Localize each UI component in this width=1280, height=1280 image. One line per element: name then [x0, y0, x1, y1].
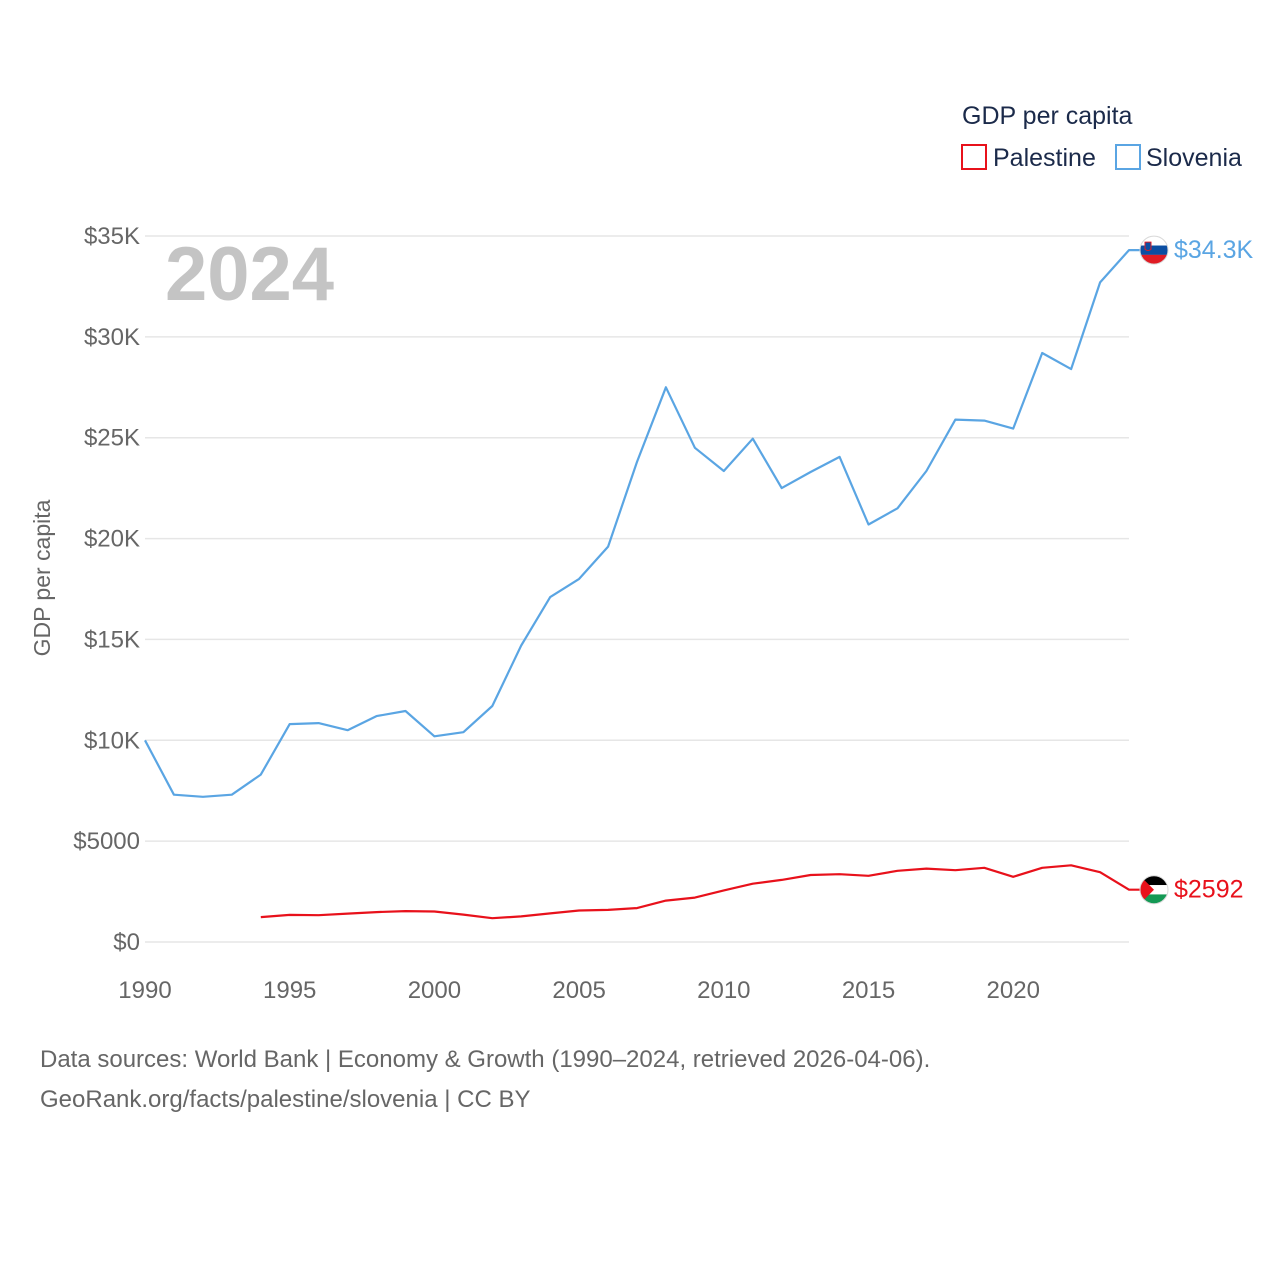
legend-swatch-palestine[interactable] — [961, 144, 987, 170]
x-tick-label: 1995 — [263, 977, 316, 1004]
x-axis-ticks: 1990 1995 2000 2005 2010 2015 2020 — [118, 977, 1040, 1004]
palestine-flag-icon — [1139, 875, 1169, 905]
footer: Data sources: World Bank | Economy & Gro… — [40, 1040, 930, 1120]
y-tick-label: $25K — [84, 425, 140, 452]
end-label-palestine: $2592 — [1174, 876, 1244, 904]
y-tick-label: $30K — [84, 324, 140, 351]
y-tick-label: $10K — [84, 727, 140, 754]
y-tick-label: $0 — [113, 929, 140, 956]
y-axis-ticks: $0 $5000 $10K $15K $20K $25K $30K $35K — [73, 223, 140, 956]
legend-label-slovenia[interactable]: Slovenia — [1146, 144, 1242, 172]
x-tick-label: 2015 — [842, 977, 895, 1004]
y-axis-title: GDP per capita — [29, 499, 55, 656]
series-lines — [144, 249, 1140, 920]
y-tick-label: $15K — [84, 626, 140, 653]
x-tick-label: 1990 — [118, 977, 171, 1004]
series-line-palestine[interactable] — [260, 864, 1140, 920]
y-tick-label: $20K — [84, 526, 140, 553]
slovenia-flag-icon — [1139, 235, 1169, 265]
data-sources-text: Data sources: World Bank | Economy & Gro… — [40, 1046, 931, 1073]
x-tick-label: 2020 — [987, 977, 1040, 1004]
end-label-slovenia: $34.3K — [1174, 236, 1254, 264]
legend-swatch-slovenia[interactable] — [1115, 144, 1141, 170]
x-tick-label: 2000 — [408, 977, 461, 1004]
legend: GDP per capita Palestine Slovenia — [961, 102, 1242, 172]
y-tick-label: $5000 — [73, 828, 140, 855]
x-tick-label: 2005 — [552, 977, 605, 1004]
legend-label-palestine[interactable]: Palestine — [993, 144, 1096, 172]
x-tick-label: 2010 — [697, 977, 750, 1004]
credit-link[interactable]: GeoRank.org/facts/palestine/slovenia | C… — [40, 1086, 531, 1113]
gridlines — [145, 235, 1129, 943]
legend-title: GDP per capita — [962, 102, 1133, 130]
year-label: 2024 — [165, 232, 334, 317]
series-line-slovenia[interactable] — [144, 249, 1140, 798]
y-tick-label: $35K — [84, 223, 140, 250]
